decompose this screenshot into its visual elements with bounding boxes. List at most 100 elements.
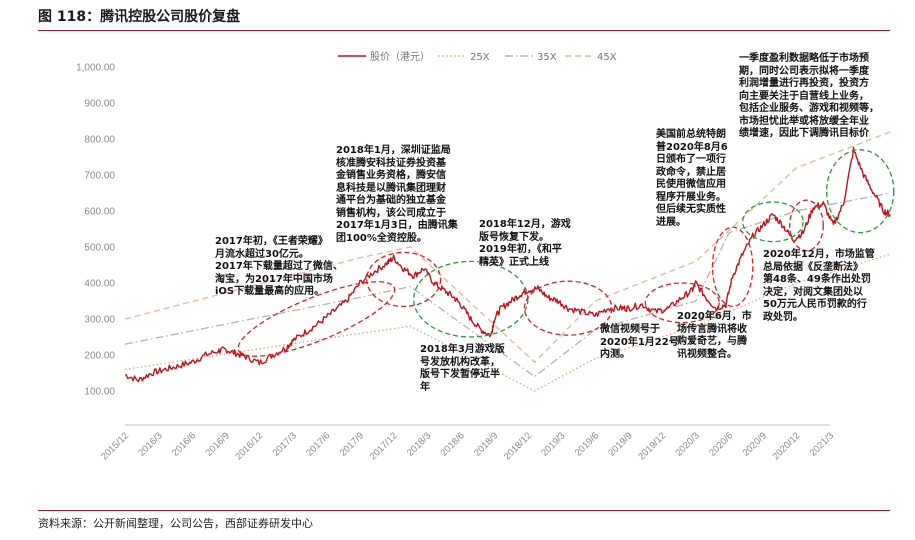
annotation-line: 利润增量进行再投资，投资方 bbox=[739, 78, 869, 89]
x-tick-label: 2017/3 bbox=[271, 430, 299, 458]
annotation-line: 美国前总统特朗 bbox=[656, 129, 726, 140]
annotation-2017-honor-of-kings: 2017年初，《王者荣耀》 月流水超过30亿元。 2017年下载量超过了微信、 淘宝，… bbox=[215, 236, 343, 299]
ellipse-green bbox=[742, 201, 804, 243]
y-tick-label: 700.00 bbox=[84, 171, 115, 182]
annotation-line: 销售机构，该公司成立于 bbox=[336, 207, 446, 219]
annotation-line: 民使用微信应用 bbox=[656, 179, 726, 190]
annotation-line: 向主要关注于自营线上业务， bbox=[739, 90, 869, 102]
y-tick-label: 1,000.00 bbox=[76, 63, 115, 74]
source-note: 资料来源：公开新闻整理，公司公告，西部证券研发中心 bbox=[38, 517, 313, 530]
annotation-line: 总局依据《反垄断法》 bbox=[763, 261, 863, 273]
x-tick-label: 2016/6 bbox=[170, 430, 198, 458]
pe-line-35x bbox=[124, 192, 891, 378]
annotation-line: 进展。 bbox=[656, 216, 686, 228]
annotation-wechat-channels: 微信视频号于 2020年1月22号 内测。 bbox=[600, 324, 679, 362]
y-tick-label: 100.00 bbox=[84, 387, 115, 398]
x-tick-label: 2017/6 bbox=[304, 430, 332, 458]
legend-label: 25X bbox=[470, 52, 490, 63]
annotation-line: 一季度盈利数据略低于市场预 bbox=[739, 53, 869, 64]
annotation-line: 2017年初，《王者荣耀》 bbox=[215, 236, 328, 247]
annotation-line: 期，同时公司表示拟将一季度 bbox=[739, 65, 869, 77]
y-axis: 100.00 200.00 300.00 400.00 500.00 600.00 700.… bbox=[76, 63, 115, 398]
annotation-2020-aug: 美国前总统特朗 普2020年8月6 日颁布了一项行 政命令，禁止居 民使用微信应用 程序开… bbox=[656, 129, 728, 229]
annotation-2020-jun: 2020年6月，市 场传言腾讯将收 购爱奇艺，与腾 讯视频整合。 bbox=[677, 311, 752, 361]
x-tick-label: 2019/9 bbox=[606, 430, 634, 458]
y-tick-label: 400.00 bbox=[84, 279, 115, 290]
ellipse-red bbox=[366, 251, 442, 308]
x-tick-label: 2017/12 bbox=[368, 430, 400, 462]
x-tick-label: 2020/6 bbox=[707, 430, 735, 458]
ellipse-red bbox=[523, 280, 613, 336]
legend: 股价（港元） 25X 35X 45X bbox=[338, 51, 617, 63]
pe-band-lines bbox=[124, 131, 891, 392]
annotation-line: 2020年12月，市场监管 bbox=[763, 249, 875, 260]
annotation-line: 通平台为基础的独立基金 bbox=[336, 195, 446, 206]
y-tick-label: 900.00 bbox=[84, 99, 115, 110]
y-tick-label: 500.00 bbox=[84, 243, 115, 254]
annotation-line: 年 bbox=[420, 381, 430, 393]
annotation-line: 政命令，禁止居 bbox=[656, 166, 726, 178]
annotation-line: 息科技是以腾讯集团理财 bbox=[336, 182, 446, 194]
annotation-2020-dec: 2020年12月，市场监管 总局依据《反垄断法》 第48条、49条作出处罚 决定，对阅… bbox=[763, 249, 875, 324]
annotation-line: 普2020年8月6 bbox=[656, 141, 728, 153]
pe-line-45x bbox=[124, 131, 891, 364]
bottom-rule bbox=[38, 510, 890, 511]
annotation-line: 版号恢复下发。 bbox=[479, 231, 549, 243]
x-tick-label: 2016/12 bbox=[233, 430, 265, 462]
annotation-line: 50万元人民币罚款的行 bbox=[763, 299, 867, 310]
annotation-2018-dec: 2018年12月，游戏 版号恢复下发。 2019年初，《和平 精英》正式上线 bbox=[479, 219, 571, 269]
title-rule bbox=[38, 30, 890, 31]
x-tick-label: 2018/9 bbox=[472, 430, 500, 458]
annotation-line: 2020年6月，市 bbox=[677, 311, 752, 322]
x-tick-label: 2019/3 bbox=[539, 430, 567, 458]
annotation-line: 2017年下载量超过了微信、 bbox=[215, 261, 343, 272]
annotation-line: 决定，对阅文集团处以 bbox=[763, 286, 863, 298]
x-tick-label: 2017/9 bbox=[338, 430, 366, 458]
annotation-line: 月流水超过30亿元。 bbox=[215, 248, 309, 260]
annotation-2018-mar: 2018年3月游戏版 号发放机构改革， 版号下发暂停近半年 bbox=[420, 344, 505, 394]
annotation-line: 2020年1月22号 bbox=[600, 336, 679, 348]
annotation-line: 微信视频号于 bbox=[600, 324, 660, 335]
annotation-line: 但后续无实质性 bbox=[656, 204, 726, 215]
annotation-line: 2019年初，《和平 bbox=[479, 244, 562, 255]
annotation-line: 精英》正式上线 bbox=[479, 256, 549, 268]
x-tick-label: 2020/9 bbox=[741, 430, 769, 458]
ellipse-red bbox=[711, 226, 754, 308]
ellipse-red bbox=[644, 282, 720, 324]
annotation-q1-earnings: 一季度盈利数据略低于市场预 期，同时公司表示拟将一季度 利润增量进行再投资，投资方向… bbox=[739, 53, 879, 141]
ellipse-green bbox=[413, 260, 529, 338]
annotation-line: 号发放机构改革， bbox=[420, 356, 500, 368]
annotation-line: 绩增速，因此下调腾讯目标价 bbox=[739, 128, 869, 139]
annotation-line: 淘宝，为2017年中国市场 bbox=[215, 273, 333, 285]
x-tick-label: 2019/6 bbox=[573, 430, 601, 458]
annotation-line: 2018年12月，游戏 bbox=[479, 219, 571, 230]
annotation-line: 核准腾安科技证券投资基 bbox=[336, 157, 446, 169]
annotation-line: 讯视频整合。 bbox=[677, 348, 737, 360]
x-tick-label: 2016/3 bbox=[136, 430, 164, 458]
x-tick-label: 2016/9 bbox=[204, 430, 232, 458]
legend-label: 股价（港元） bbox=[370, 51, 430, 63]
annotation-line: 购爱奇艺，与腾 bbox=[677, 336, 747, 347]
annotation-line: iOS下载量最高的应用。 bbox=[215, 286, 325, 297]
x-tick-label: 2018/3 bbox=[405, 430, 433, 458]
x-tick-label: 2020/3 bbox=[674, 430, 702, 458]
annotation-line: 程序开展业务。 bbox=[656, 191, 726, 203]
annotation-line: 2018年1月，深圳证监局 bbox=[336, 145, 451, 156]
x-tick-label: 2019/12 bbox=[636, 430, 668, 462]
y-tick-label: 600.00 bbox=[84, 207, 115, 218]
x-tick-label: 2018/6 bbox=[439, 430, 467, 458]
highlight-ellipses bbox=[237, 149, 895, 357]
x-tick-label: 2021/3 bbox=[808, 430, 836, 458]
annotation-line: 第48条、49条作出处罚 bbox=[763, 274, 871, 285]
ellipse-green bbox=[825, 149, 895, 234]
y-tick-label: 200.00 bbox=[84, 351, 115, 362]
x-tick-label: 2015/12 bbox=[99, 430, 131, 462]
annotation-line: 版号下发暂停近半 bbox=[420, 369, 500, 380]
annotation-line: 日颁布了一项行 bbox=[656, 154, 726, 165]
y-tick-label: 300.00 bbox=[84, 315, 115, 326]
annotation-line: 场传言腾讯将收 bbox=[677, 323, 747, 335]
y-tick-label: 800.00 bbox=[84, 135, 115, 146]
annotation-line: 团100%全资控股。 bbox=[336, 232, 427, 244]
annotation-line: 市场担忧此举或将放缓全年业 bbox=[739, 115, 869, 127]
